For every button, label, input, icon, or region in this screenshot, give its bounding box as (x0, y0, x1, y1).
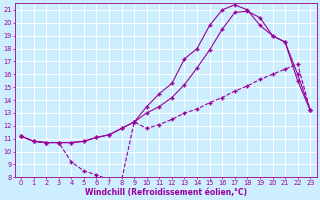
X-axis label: Windchill (Refroidissement éolien,°C): Windchill (Refroidissement éolien,°C) (84, 188, 247, 197)
